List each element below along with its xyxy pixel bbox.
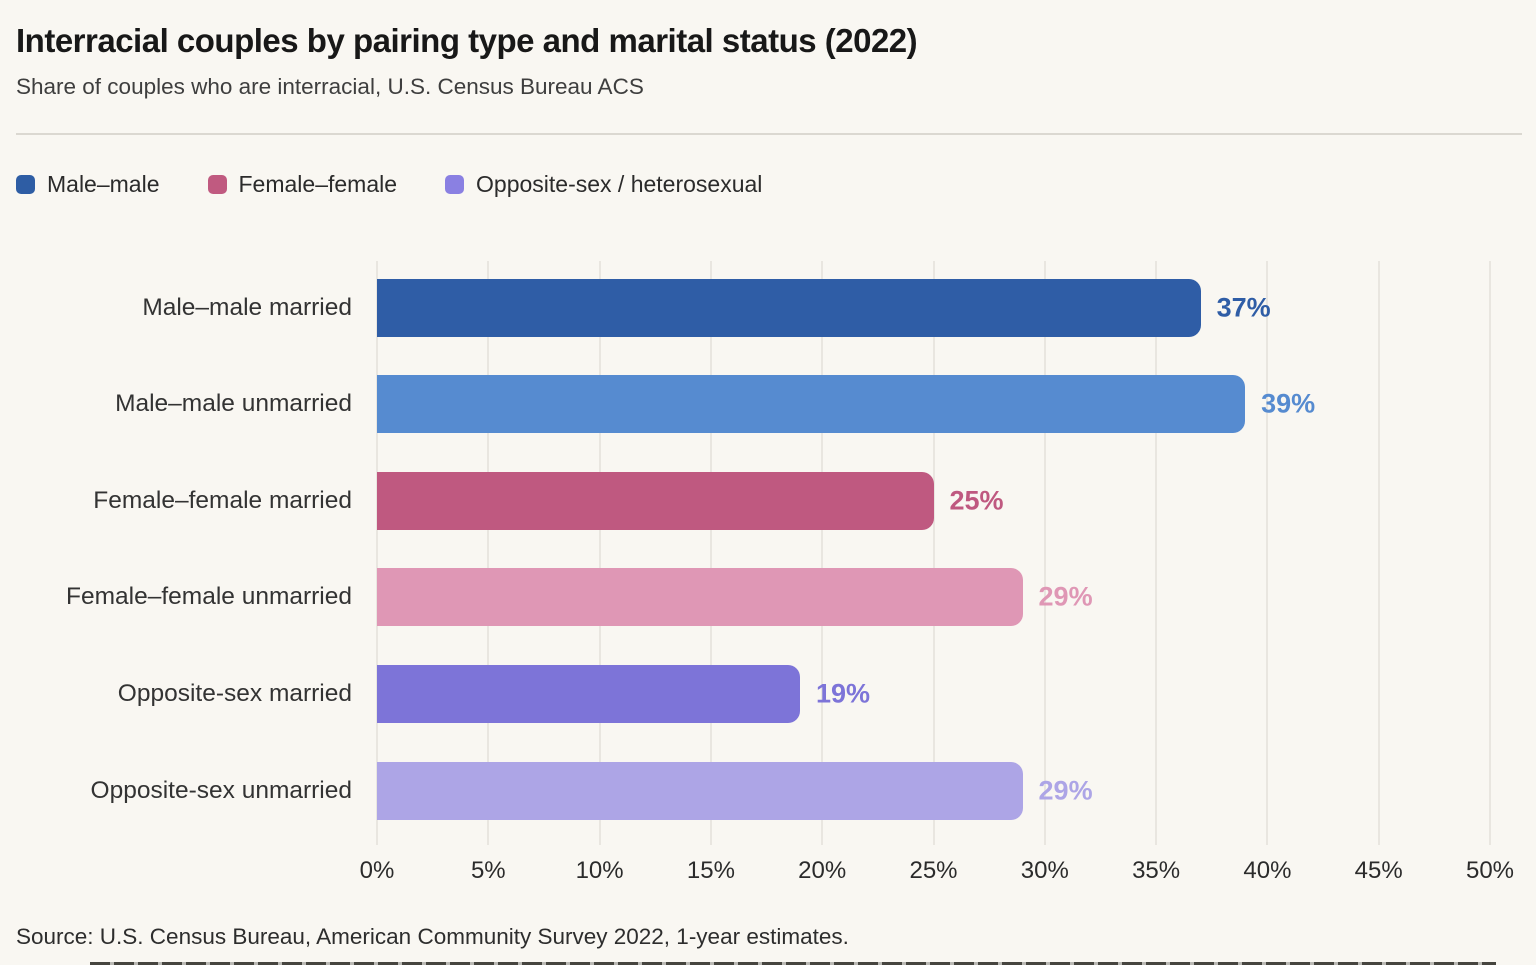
cropped-content-edge [90,962,1496,965]
bar-track: 29% [377,761,1490,820]
chart-row: Male–male married 37% [16,259,1490,356]
legend-swatch [445,175,465,195]
x-tick-label: 50% [1465,856,1515,884]
bar-value-label: 37% [1216,292,1271,323]
x-tick-label: 30% [1020,856,1069,884]
bar-track: 29% [377,568,1490,627]
legend-item: Opposite-sex / heterosexual [445,171,762,198]
bar [377,375,1246,434]
page-subtitle: Share of couples who are interracial, U.… [16,74,644,100]
gridline [487,261,490,845]
legend-swatch [16,175,35,195]
gridline [932,261,935,845]
bar [377,665,800,724]
gridline [709,261,712,845]
x-tick-label: 45% [1354,856,1403,884]
legend: Male–male Female–female Opposite-sex / het… [16,171,1536,198]
bar [377,568,1023,627]
legend-swatch [207,175,227,195]
row-label: Male–male unmarried [115,390,352,418]
bar [377,278,1201,337]
legend-item: Female–female [207,171,398,198]
chart-row: Opposite-sex unmarried 29% [16,742,1490,839]
row-label: Female–female married [93,486,352,514]
gridline [1377,261,1380,845]
x-tick-label: 35% [1132,856,1181,884]
x-axis: 0% 5% 10% 15% 20% 25% 30% 35% 40% 45% 50% [360,856,1514,887]
bar-track: 19% [377,665,1490,724]
x-tick-label: 25% [909,856,958,884]
gridline [821,261,824,845]
legend-item: Male–male [16,171,160,198]
bar-chart: Male–male married 37% Male–male unmarried 3… [16,259,1536,887]
chart-row: Female–female married 25% [16,453,1490,550]
bar-track: 39% [377,375,1490,434]
gridlines [376,261,1491,845]
x-tick-label: 10% [575,856,624,884]
bar-value-label: 39% [1261,388,1316,419]
plot-area: Male–male married 37% Male–male unmarried 3… [16,259,1491,845]
bar-track: 25% [377,471,1490,530]
chart-row: Male–male unmarried 39% [16,356,1490,453]
gridline [1155,261,1158,845]
x-tick-label: 15% [686,856,735,884]
page-title: Interracial couples by pairing type and … [16,22,918,59]
chart-row: Opposite-sex married 19% [16,646,1490,743]
x-tick-label: 5% [470,856,506,884]
x-tick-label: 0% [359,856,395,884]
row-label: Male–male married [142,293,352,321]
bar-value-label: 29% [1038,775,1093,806]
bar-rows: Male–male married 37% Male–male unmarried 3… [16,259,1490,839]
legend-label: Male–male [47,171,160,198]
x-tick-label: 40% [1243,856,1292,884]
gridline [1489,261,1491,845]
legend-label: Female–female [238,171,398,198]
gridline [1043,261,1046,845]
source-note: Source: U.S. Census Bureau, American Com… [16,923,849,949]
x-tick-label: 20% [798,856,847,884]
row-label: Female–female unmarried [66,583,352,611]
bar [377,761,1023,820]
header-divider [16,133,1522,136]
row-label: Opposite-sex unmarried [90,776,352,804]
bar-value-label: 19% [815,678,870,709]
bar-value-label: 25% [949,485,1004,516]
bar [377,471,934,530]
bar-track: 37% [377,278,1490,337]
legend-label: Opposite-sex / heterosexual [476,171,763,198]
gridline [376,261,378,845]
gridline [1266,261,1269,845]
chart-row: Female–female unmarried 29% [16,549,1490,646]
row-label: Opposite-sex married [117,680,352,708]
gridline [598,261,601,845]
bar-value-label: 29% [1038,581,1093,612]
